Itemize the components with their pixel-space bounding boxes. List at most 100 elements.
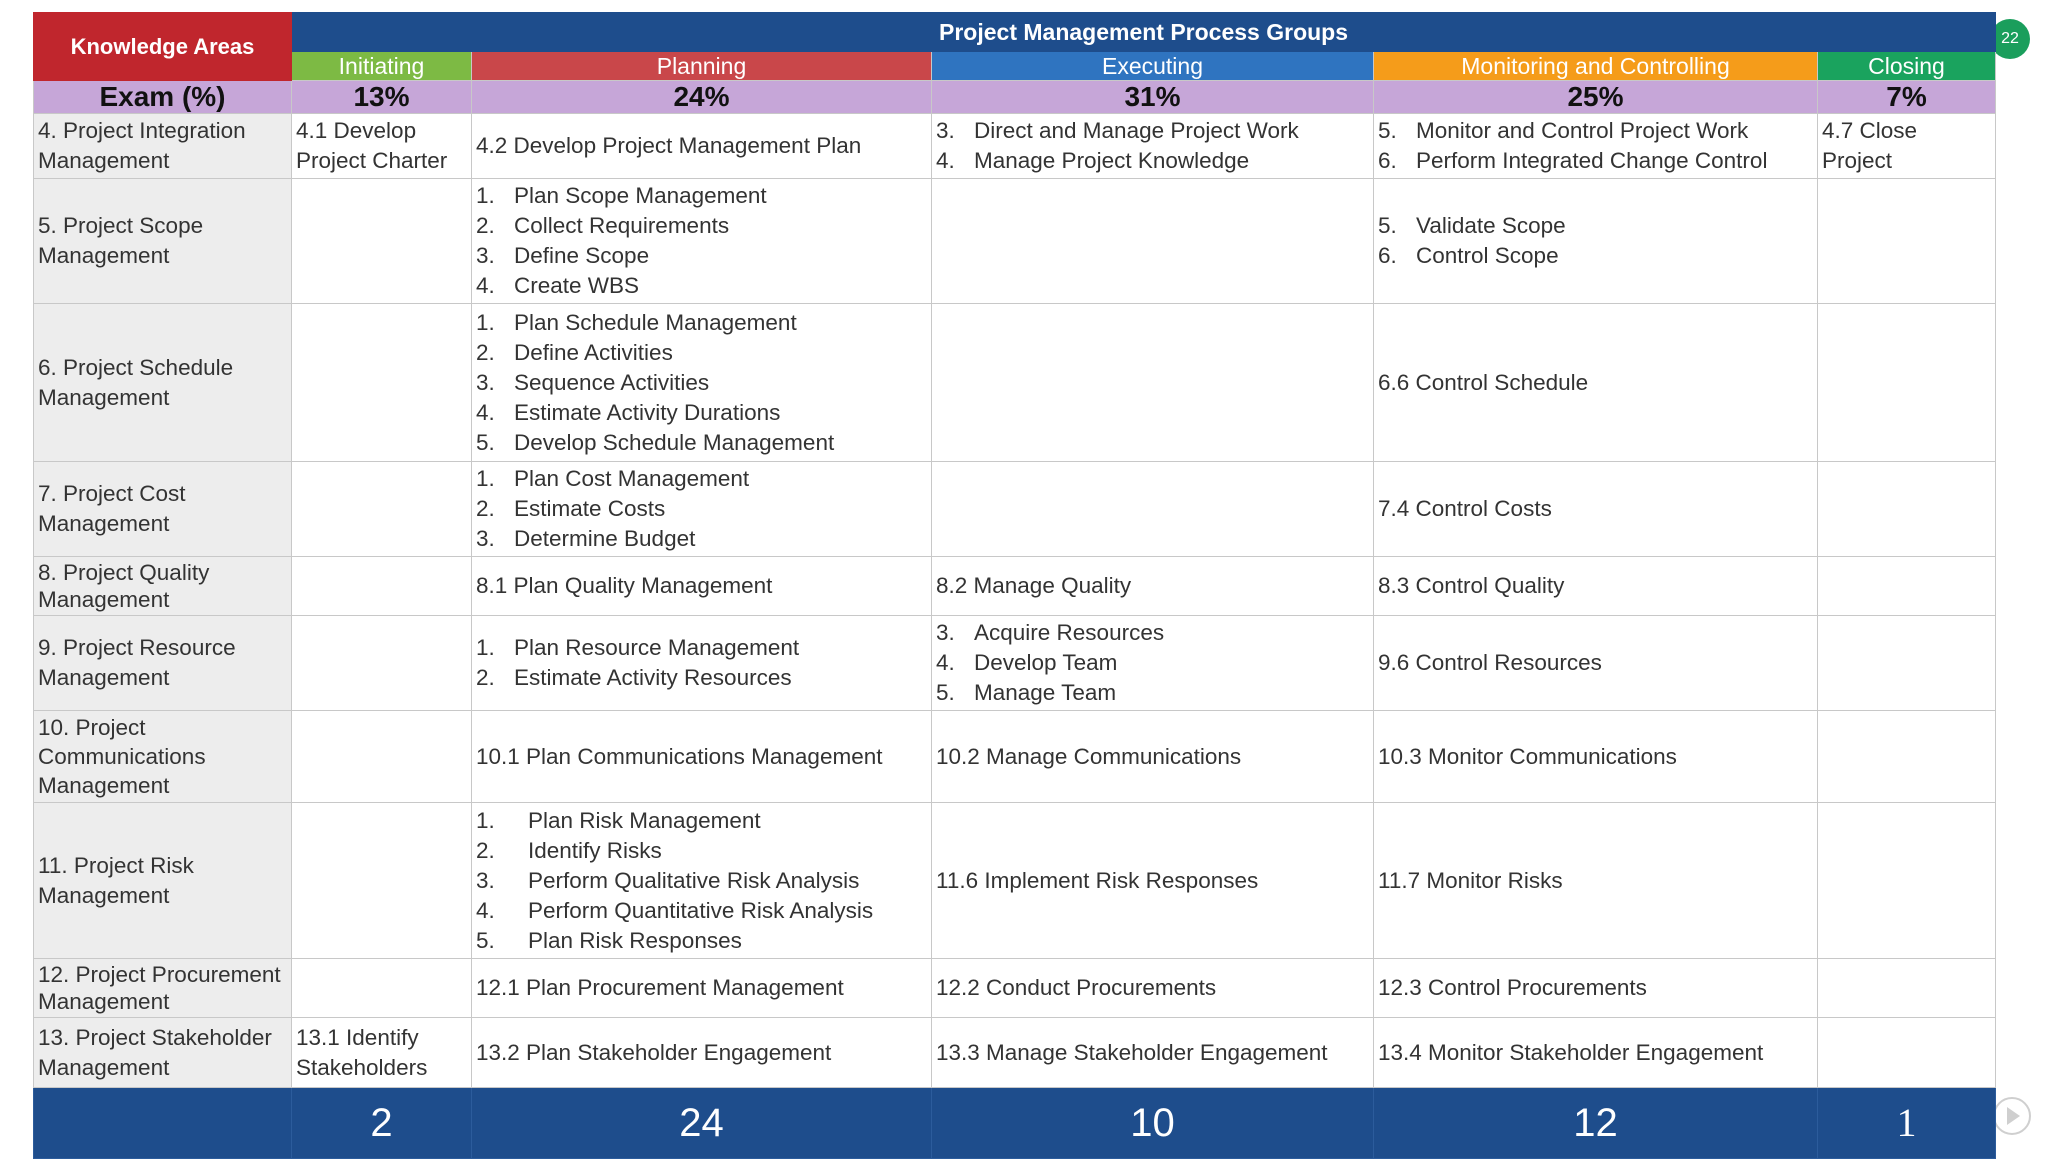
list-item: 6. Control Scope (1378, 243, 1559, 268)
list-item: 5. Manage Team (936, 680, 1117, 705)
exam-pct-closing: 7% (1816, 80, 1997, 114)
list-item: 1. Plan Cost Management (476, 466, 750, 491)
initiating-cell (291, 461, 472, 557)
list-item: 3. Determine Budget (476, 526, 696, 551)
knowledge-area-cell: 7. Project Cost Management (33, 461, 292, 557)
table-row: 9. Project Resource Management 1. Plan Re… (33, 615, 1997, 711)
list-item: 4. Estimate Activity Durations (476, 399, 781, 425)
initiating-cell: 13.1 Identify Stakeholders (291, 1017, 472, 1088)
executing-cell: 10.2 Manage Communications (931, 710, 1374, 803)
list-item: 2. Collect Requirements (476, 213, 730, 238)
closing-cell (1816, 1017, 1997, 1088)
exam-label: Exam (%) (33, 80, 292, 114)
planning-cell: 1. Plan Risk Management 2. Identify Risks … (471, 802, 932, 959)
knowledge-area-cell: 9. Project Resource Management (33, 615, 292, 711)
exam-pct-executing: 31% (931, 80, 1374, 114)
table-row: 8. Project Quality Management 8.1 Plan Q… (33, 556, 1997, 616)
monitoring-cell: 7.4 Control Costs (1373, 461, 1818, 557)
knowledge-area-cell: 13. Project Stakeholder Management (33, 1017, 292, 1088)
knowledge-area-cell: 8. Project Quality Management (33, 556, 292, 616)
monitoring-cell: 12.3 Control Procurements (1373, 958, 1818, 1018)
table-row: 11. Project Risk Management 1. Plan Risk … (33, 802, 1997, 959)
exam-pct-planning: 24% (471, 80, 932, 114)
list-item: 4. Create WBS (476, 273, 640, 298)
planning-cell: 1. Plan Scope Management 2. Collect Requir… (471, 178, 932, 304)
executing-cell: 12.2 Conduct Procurements (931, 958, 1374, 1018)
knowledge-area-cell: 4. Project Integration Management (33, 113, 292, 179)
table-row: 12. Project Procurement Management 12.1 … (33, 958, 1997, 1018)
table-row: 10. Project Communications Management 10… (33, 710, 1997, 803)
initiating-cell (291, 958, 472, 1018)
table-row: 13. Project Stakeholder Management 13.1 … (33, 1017, 1997, 1088)
executing-cell: 3. Acquire Resources 4. Develop Team 5. Man… (931, 615, 1374, 711)
count-initiating: 2 (291, 1087, 472, 1159)
list-item: 3. Direct and Manage Project Work (936, 118, 1299, 143)
exam-pct-initiating: 13% (291, 80, 472, 114)
closing-cell: 4.7 Close Project (1816, 113, 1997, 179)
exam-row: Exam (%) 13% 24% 31% 25% 7% (33, 80, 1997, 114)
count-planning: 24 (471, 1087, 932, 1159)
process-groups-table: Knowledge Areas Project Management Proce… (33, 12, 1997, 1159)
list-item: 4. Develop Team (936, 650, 1118, 675)
process-list: 1. Plan Schedule Management 2. Define Acti… (476, 308, 927, 458)
closing-cell (1816, 710, 1997, 803)
list-item: 2. Identify Risks (476, 837, 662, 863)
planning-cell: 8.1 Plan Quality Management (471, 556, 932, 616)
initiating-cell (291, 178, 472, 304)
table-row: 5. Project Scope Management 1. Plan Scope… (33, 178, 1997, 304)
knowledge-area-cell: 12. Project Procurement Management (33, 958, 292, 1018)
group-executing: Executing (931, 51, 1374, 81)
list-item: 1. Plan Schedule Management (476, 309, 797, 335)
title-row: Knowledge Areas Project Management Proce… (33, 12, 1997, 81)
closing-cell (1816, 303, 1997, 462)
executing-cell: 8.2 Manage Quality (931, 556, 1374, 616)
planning-cell: 12.1 Plan Procurement Management (471, 958, 932, 1018)
monitoring-cell: 9.6 Control Resources (1373, 615, 1818, 711)
closing-cell (1816, 178, 1997, 304)
exam-pct-monitoring: 25% (1373, 80, 1818, 114)
process-list: 3. Acquire Resources 4. Develop Team 5. Man… (936, 618, 1369, 708)
process-list: 3. Direct and Manage Project Work 4. Manag… (936, 116, 1369, 176)
count-executing: 10 (931, 1087, 1374, 1159)
table-row: 7. Project Cost Management 1. Plan Cost M… (33, 461, 1997, 557)
closing-cell (1816, 615, 1997, 711)
executing-cell (931, 461, 1374, 557)
totals-row: 2 24 10 12 1 (33, 1087, 1997, 1159)
planning-cell: 13.2 Plan Stakeholder Engagement (471, 1017, 932, 1088)
group-header-row: Initiating Planning Executing Monitoring… (34, 51, 1997, 81)
knowledge-area-cell: 10. Project Communications Management (33, 710, 292, 803)
planning-cell: 4.2 Develop Project Management Plan (471, 113, 932, 179)
process-list: 1. Plan Resource Management 2. Estimate Ac… (476, 633, 927, 693)
knowledge-areas-header: Knowledge Areas (33, 12, 292, 81)
process-list: 1. Plan Risk Management 2. Identify Risks … (476, 806, 927, 956)
list-item: 3. Sequence Activities (476, 369, 710, 395)
knowledge-area-cell: 5. Project Scope Management (33, 178, 292, 304)
knowledge-area-cell: 6. Project Schedule Management (33, 303, 292, 462)
closing-cell (1816, 802, 1997, 959)
list-item: 2. Estimate Activity Resources (476, 665, 792, 690)
play-icon[interactable] (1993, 1097, 2031, 1135)
group-closing: Closing (1816, 51, 1997, 81)
executing-cell (931, 178, 1374, 304)
process-list: 1. Plan Cost Management 2. Estimate Costs … (476, 464, 927, 554)
monitoring-cell: 13.4 Monitor Stakeholder Engagement (1373, 1017, 1818, 1088)
executing-cell: 3. Direct and Manage Project Work 4. Manag… (931, 113, 1374, 179)
table-row: 6. Project Schedule Management 1. Plan Sc… (33, 303, 1997, 462)
monitoring-cell: 8.3 Control Quality (1373, 556, 1818, 616)
initiating-cell: 4.1 Develop Project Charter (291, 113, 472, 179)
executing-cell: 13.3 Manage Stakeholder Engagement (931, 1017, 1374, 1088)
closing-cell (1816, 556, 1997, 616)
list-item: 5. Develop Schedule Management (476, 429, 835, 455)
closing-cell (1816, 958, 1997, 1018)
list-item: 2. Estimate Costs (476, 496, 666, 521)
monitoring-cell: 11.7 Monitor Risks (1373, 802, 1818, 959)
count-closing: 1 (1816, 1087, 1997, 1159)
process-list: 5. Validate Scope 6. Control Scope (1378, 211, 1813, 271)
list-item: 5. Monitor and Control Project Work (1378, 118, 1749, 143)
process-list: 5. Monitor and Control Project Work 6. Per… (1378, 116, 1813, 176)
process-list: 1. Plan Scope Management 2. Collect Requir… (476, 181, 927, 301)
planning-cell: 1. Plan Resource Management 2. Estimate Ac… (471, 615, 932, 711)
process-groups-title: Project Management Process Groups (290, 12, 1997, 52)
planning-cell: 10.1 Plan Communications Management (471, 710, 932, 803)
group-initiating: Initiating (291, 51, 472, 81)
